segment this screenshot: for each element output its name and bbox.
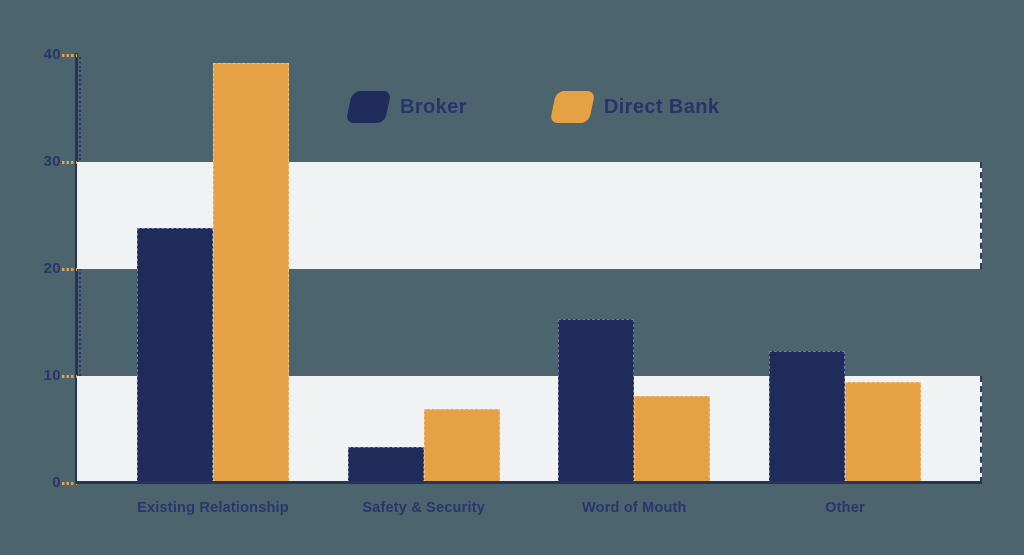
direct-bank-series-swatch — [549, 91, 596, 123]
bar-direct-bank-existing-relationship — [213, 62, 289, 483]
bar-direct-bank-other — [845, 382, 921, 483]
bar-broker-word-of-mouth — [558, 319, 635, 483]
bar-broker-other — [769, 351, 845, 483]
y-tick-mark-10 — [62, 374, 77, 378]
y-tick-mark-40 — [62, 53, 77, 57]
y-axis-minor-ticks — [79, 57, 81, 481]
y-axis: 0 10 20 30 40 — [0, 0, 61, 555]
x-label-existing-relationship: Existing Relationship — [137, 500, 289, 516]
y-tick-label-20: 20 — [43, 260, 61, 277]
bar-direct-bank-safety-security — [423, 409, 500, 483]
y-tick-label-0: 0 — [52, 474, 61, 491]
legend-item-direct-bank: Direct Bank — [549, 91, 720, 123]
bar-broker-existing-relationship — [137, 228, 213, 483]
plot-area — [77, 55, 982, 483]
y-tick-label-30: 30 — [43, 153, 61, 170]
x-label-other: Other — [825, 500, 865, 516]
y-tick-mark-20 — [62, 267, 77, 271]
bar-direct-bank-word-of-mouth — [634, 396, 711, 483]
x-label-safety-security: Safety & Security — [362, 500, 485, 516]
broker-series-swatch — [345, 91, 392, 123]
legend-item-broker: Broker — [345, 91, 467, 123]
direct-bank-series-label: Direct Bank — [603, 95, 720, 118]
broker-series-label: Broker — [400, 95, 467, 118]
legend: Broker Direct Bank — [345, 91, 720, 123]
y-tick-label-10: 10 — [43, 367, 61, 384]
y-tick-mark-0 — [62, 481, 77, 485]
x-label-word-of-mouth: Word of Mouth — [582, 500, 687, 516]
y-tick-mark-30 — [62, 160, 77, 164]
x-axis-line — [75, 481, 982, 484]
bar-broker-safety-security — [347, 446, 424, 483]
y-tick-label-40: 40 — [43, 46, 61, 63]
